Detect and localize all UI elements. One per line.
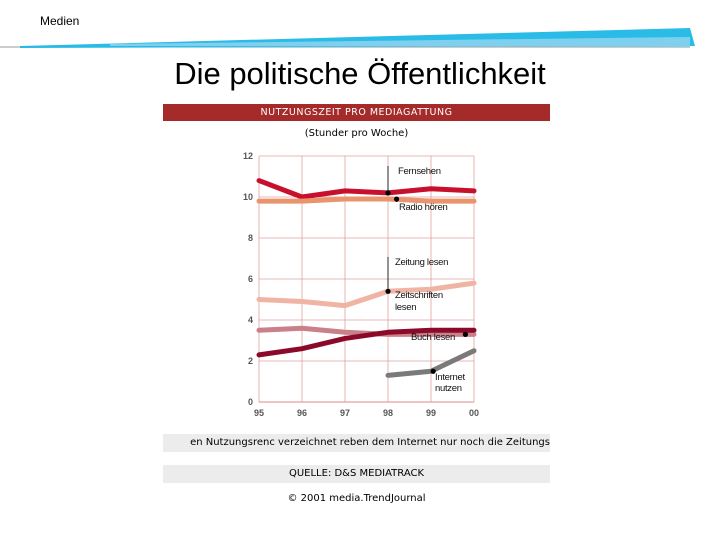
chart-subtitle: (Stunder pro Woche) <box>304 128 409 139</box>
series-annotation: lesen <box>395 302 416 313</box>
x-tick-label: 99 <box>426 408 436 418</box>
series-annotation: nutzen <box>435 383 462 394</box>
series-annotation: Radio hören <box>399 202 447 213</box>
series-line <box>256 327 477 358</box>
chart-figure: NUTZUNGSZEIT PRO MEDIAGATTUNG (Stunder p… <box>163 104 551 514</box>
series-annotation: Buch lesen <box>411 332 455 343</box>
header-label: Medien <box>40 14 80 28</box>
y-tick-label: 4 <box>248 315 253 325</box>
chart-caption: en Nutzungsrenc verzeichnet reben dem In… <box>163 434 550 452</box>
x-tick-label: 00 <box>469 408 479 418</box>
x-tick-label: 96 <box>297 408 307 418</box>
slide-title: Die politische Öffentlichkeit <box>174 56 546 91</box>
y-tick-label: 10 <box>243 192 253 202</box>
annotations: Fernsehen Radio hören Zeitung lesen Zeitsch… <box>385 166 468 394</box>
y-tick-label: 0 <box>248 397 253 407</box>
annotation-marker <box>394 196 400 202</box>
decorative-rule <box>0 28 695 48</box>
series-line <box>256 280 477 309</box>
series-line <box>256 196 477 204</box>
x-tick-label: 97 <box>340 408 350 418</box>
chart-copyright: © 2001 media.TrendJournal <box>287 493 426 504</box>
series-annotation: Zeitung lesen <box>395 257 448 268</box>
axis-labels: 0 2 4 6 8 10 12 95 96 97 98 99 00 <box>243 151 479 418</box>
series-annotation: Zeitschriften <box>395 290 443 301</box>
y-tick-label: 12 <box>243 151 253 161</box>
series-line <box>256 178 477 200</box>
y-tick-label: 2 <box>248 356 253 366</box>
annotation-marker <box>430 368 436 374</box>
chart-header: NUTZUNGSZEIT PRO MEDIAGATTUNG <box>163 104 550 121</box>
series-annotation: Internet <box>435 372 465 383</box>
y-tick-label: 6 <box>248 274 253 284</box>
y-tick-label: 8 <box>248 233 253 243</box>
series-lines <box>256 178 477 378</box>
chart-source: QUELLE: D&S MEDIATRACK <box>163 465 550 483</box>
series-annotation: Fernsehen <box>398 166 441 177</box>
line-chart: 0 2 4 6 8 10 12 95 96 97 98 99 00 Fernsehen Radio hör… <box>243 151 479 418</box>
x-tick-label: 95 <box>254 408 264 418</box>
x-tick-label: 98 <box>383 408 393 418</box>
